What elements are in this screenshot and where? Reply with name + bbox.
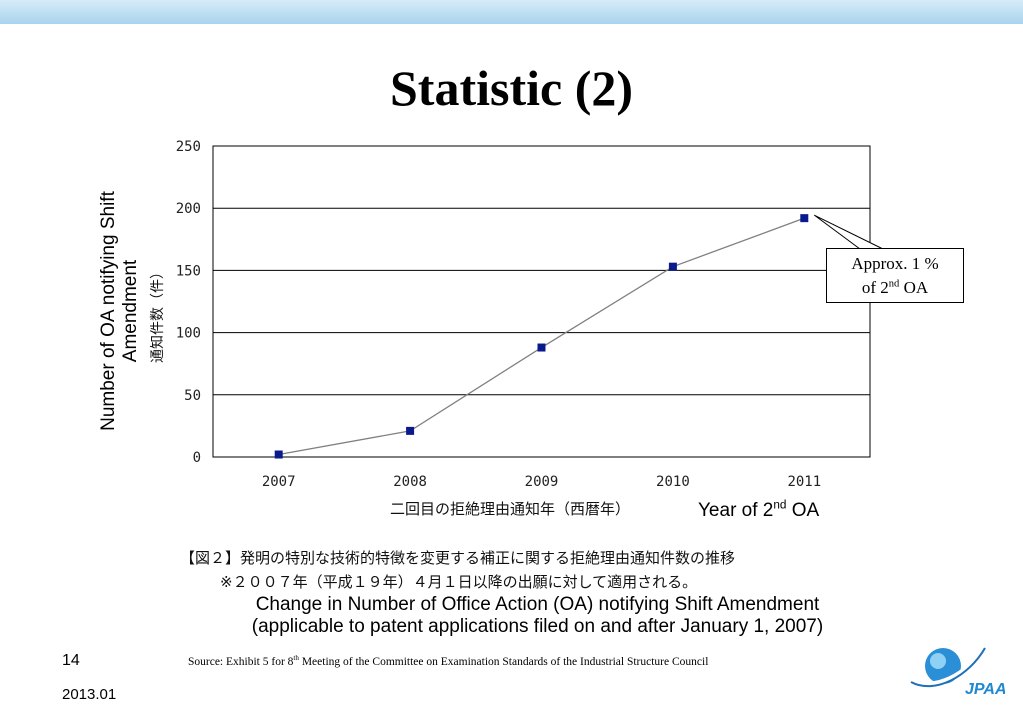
data-point-marker xyxy=(274,450,283,459)
data-point-marker xyxy=(406,426,415,435)
x-tick-label: 2008 xyxy=(393,474,427,490)
data-point-marker xyxy=(537,343,546,352)
y-tick-label: 0 xyxy=(193,450,201,466)
data-point-marker xyxy=(800,214,809,223)
source-sup: th xyxy=(293,654,299,663)
logo-text: JPAA xyxy=(965,681,1005,698)
caption-en-line-2: (applicable to patent applications filed… xyxy=(251,616,824,637)
y-tick-labels: 0 50 100 150 200 250 xyxy=(176,139,201,466)
caption-en-line-1: Change in Number of Office Action (OA) n… xyxy=(255,594,820,615)
caption-jp-line-2: ※２００７年（平成１９年）４月１日以降の出願に対して適用される。 xyxy=(220,573,698,591)
series-markers xyxy=(274,214,809,459)
annotation-callout: Approx. 1 % of 2nd OA xyxy=(826,248,964,303)
data-point-marker xyxy=(668,262,677,271)
x-tick-label: 2007 xyxy=(262,474,296,490)
x-axis-label-japanese: 二回目の拒絶理由通知年（西暦年） xyxy=(390,500,631,518)
slide-title: Statistic (2) xyxy=(390,60,633,116)
jpaa-globe-logo-icon: JPAA xyxy=(910,647,1005,698)
series-line xyxy=(278,217,805,456)
source-note: Source: Exhibit 5 for 8th Meeting of the… xyxy=(188,654,709,668)
callout-line-2: of 2nd OA xyxy=(827,276,963,300)
page-number: 14 xyxy=(62,652,80,669)
callout-line-2-prefix: of 2 xyxy=(861,278,889,297)
plot-frame xyxy=(212,145,871,458)
caption-japanese: 【図２】発明の特別な技術的特徴を変更する補正に関する拒絶理由通知件数の推移 ※２… xyxy=(180,546,880,594)
y-axis-label-japanese: 通知件数（件） xyxy=(150,265,166,363)
y-tick-label: 50 xyxy=(184,388,201,404)
x-tick-label: 2010 xyxy=(656,474,690,490)
callout-pointer xyxy=(814,214,884,250)
caption-jp-line-1: 【図２】発明の特別な技術的特徴を変更する補正に関する拒絶理由通知件数の推移 xyxy=(180,549,736,567)
grid-layer xyxy=(213,207,870,396)
source-prefix: Source: Exhibit 5 for 8 xyxy=(188,656,294,668)
y-tick-label: 100 xyxy=(176,326,201,342)
y-tick-label: 150 xyxy=(176,263,201,279)
x-axis-label-sup: nd xyxy=(773,498,787,512)
x-axis-label-suffix: OA xyxy=(786,500,820,521)
callout-line-2-sup: nd xyxy=(888,278,900,290)
y-axis-label-english: Number of OA notifying Shift Amendment xyxy=(98,191,141,431)
callout-line-1: Approx. 1 % xyxy=(851,254,939,273)
x-axis-label-english: Year of 2nd OA xyxy=(698,498,820,522)
x-tick-label: 2011 xyxy=(787,474,821,490)
x-axis-label-prefix: Year of 2 xyxy=(698,500,774,521)
y-tick-label: 250 xyxy=(176,139,201,155)
caption-english: Change in Number of Office Action (OA) n… xyxy=(150,594,925,638)
x-tick-label: 2009 xyxy=(525,474,559,490)
y-tick-label: 200 xyxy=(176,201,201,217)
top-band xyxy=(0,0,1023,24)
source-suffix: Meeting of the Committee on Examination … xyxy=(298,656,709,668)
x-tick-labels: 2007 2008 2009 2010 2011 xyxy=(262,474,821,490)
slide-date: 2013.01 xyxy=(62,686,117,703)
callout-line-2-suffix: OA xyxy=(899,278,929,297)
